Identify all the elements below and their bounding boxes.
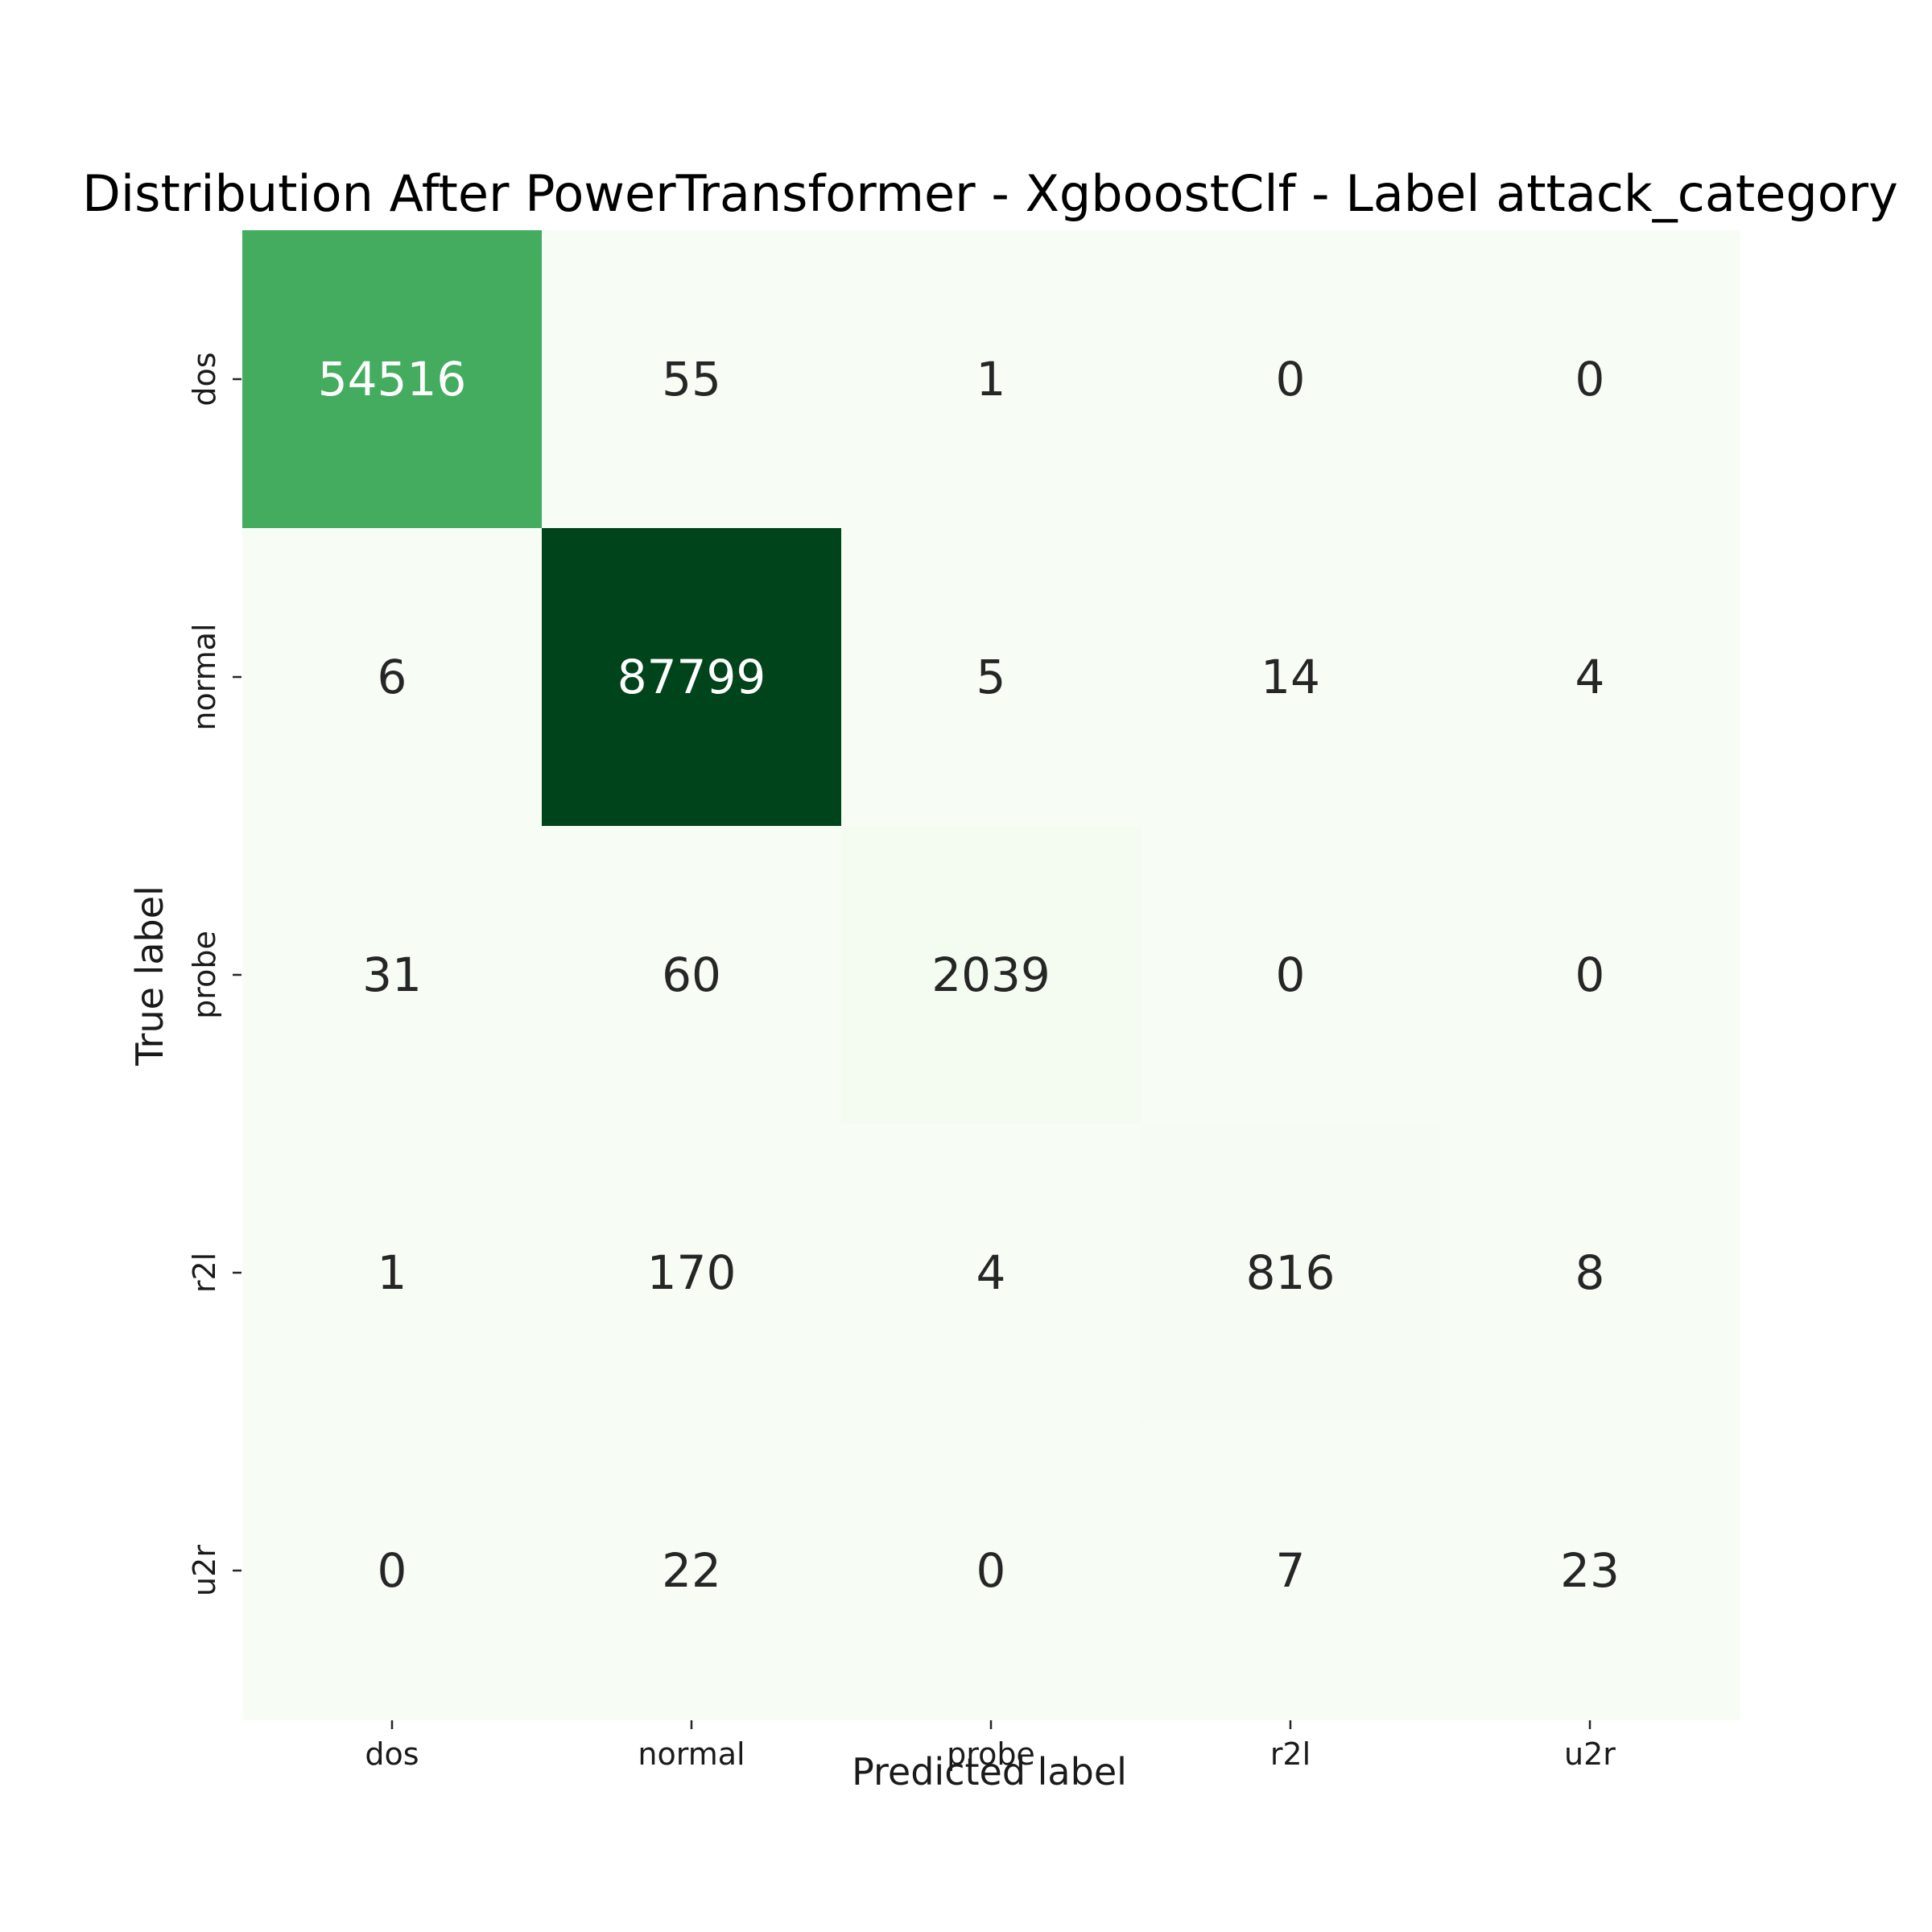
cell-value-u2r-r2l: 7 — [1276, 1543, 1306, 1598]
chart-title: Distribution After PowerTransformer - Xg… — [82, 164, 1898, 223]
y-tick-label-probe: probe — [187, 931, 222, 1019]
heatmap-cell-dos-dos — [242, 230, 543, 529]
heatmap-cell-labels: 54516 55 1 0 0 6 87799 5 14 4 31 60 2039 0 0 1 170 4 816 8 0… — [318, 352, 1620, 1598]
cell-value-r2l-r2l: 816 — [1246, 1245, 1335, 1300]
heatmap-cell-normal-normal — [542, 528, 842, 827]
y-tick-label-r2l: r2l — [187, 1253, 222, 1293]
y-tick-label-dos: dos — [187, 352, 222, 406]
heatmap-cell-u2r-normal — [542, 1422, 842, 1720]
cell-value-normal-probe: 5 — [976, 650, 1006, 704]
y-axis-ticks: dos normal probe r2l u2r — [187, 352, 242, 1596]
heatmap-cell-u2r-r2l — [1141, 1422, 1441, 1720]
x-tick-label-dos: dos — [365, 1736, 419, 1772]
heatmap-cell-u2r-dos — [242, 1422, 543, 1720]
cell-value-normal-r2l: 14 — [1261, 650, 1320, 704]
heatmap-cell-dos-probe — [841, 230, 1141, 529]
heatmap-cell-r2l-normal — [542, 1124, 842, 1422]
cell-value-u2r-u2r: 23 — [1560, 1543, 1620, 1598]
cell-value-dos-probe: 1 — [976, 352, 1006, 407]
cell-value-normal-dos: 6 — [378, 650, 407, 704]
x-tick-label-r2l: r2l — [1270, 1736, 1311, 1772]
heatmap-cell-r2l-r2l — [1141, 1124, 1441, 1422]
x-tick-label-normal: normal — [638, 1736, 745, 1772]
cell-value-normal-u2r: 4 — [1575, 650, 1605, 704]
cell-value-u2r-normal: 22 — [662, 1543, 721, 1598]
heatmap-cell-r2l-u2r — [1440, 1124, 1740, 1422]
cell-value-normal-normal: 87799 — [617, 650, 766, 704]
cell-value-probe-probe: 2039 — [931, 947, 1051, 1002]
cell-value-u2r-probe: 0 — [976, 1543, 1006, 1598]
cell-value-dos-normal: 55 — [662, 352, 721, 407]
heatmap-cell-r2l-probe — [841, 1124, 1141, 1422]
cell-value-dos-dos: 54516 — [318, 352, 467, 407]
heatmap-cell-probe-dos — [242, 826, 543, 1125]
y-tick-label-u2r: u2r — [187, 1545, 222, 1596]
cell-value-r2l-u2r: 8 — [1575, 1245, 1605, 1300]
heatmap-cell-r2l-dos — [242, 1124, 543, 1422]
cell-value-probe-r2l: 0 — [1276, 947, 1306, 1002]
y-tick-label-normal: normal — [187, 623, 222, 730]
heatmap-cells — [242, 230, 1740, 1720]
heatmap-cell-u2r-probe — [841, 1422, 1141, 1720]
heatmap-cell-probe-r2l — [1141, 826, 1441, 1125]
heatmap-cell-probe-u2r — [1440, 826, 1740, 1125]
cell-value-probe-normal: 60 — [662, 947, 721, 1002]
heatmap-cell-dos-normal — [542, 230, 842, 529]
cell-value-r2l-dos: 1 — [378, 1245, 407, 1300]
heatmap-cell-probe-normal — [542, 826, 842, 1125]
cell-value-probe-dos: 31 — [362, 947, 422, 1002]
heatmap-cell-normal-dos — [242, 528, 543, 827]
x-axis-ticks: dos normal probe r2l u2r — [365, 1720, 1616, 1772]
cell-value-r2l-probe: 4 — [976, 1245, 1006, 1300]
cell-value-probe-u2r: 0 — [1575, 947, 1605, 1002]
cell-value-dos-u2r: 0 — [1575, 352, 1605, 407]
cell-value-u2r-dos: 0 — [378, 1543, 407, 1598]
heatmap-cell-normal-probe — [841, 528, 1141, 827]
x-axis-label: Predicted label — [852, 1750, 1127, 1794]
cell-value-dos-r2l: 0 — [1276, 352, 1306, 407]
heatmap-cell-u2r-u2r — [1440, 1422, 1740, 1720]
y-axis-label: True label — [128, 886, 171, 1067]
x-tick-label-probe: probe — [947, 1736, 1035, 1772]
cell-value-r2l-normal: 170 — [647, 1245, 737, 1300]
heatmap-cell-normal-u2r — [1440, 528, 1740, 827]
heatmap-cell-normal-r2l — [1141, 528, 1441, 827]
heatmap-cell-dos-u2r — [1440, 230, 1740, 529]
heatmap-cell-probe-probe — [841, 826, 1141, 1125]
heatmap-cell-dos-r2l — [1141, 230, 1441, 529]
x-tick-label-u2r: u2r — [1564, 1736, 1616, 1772]
